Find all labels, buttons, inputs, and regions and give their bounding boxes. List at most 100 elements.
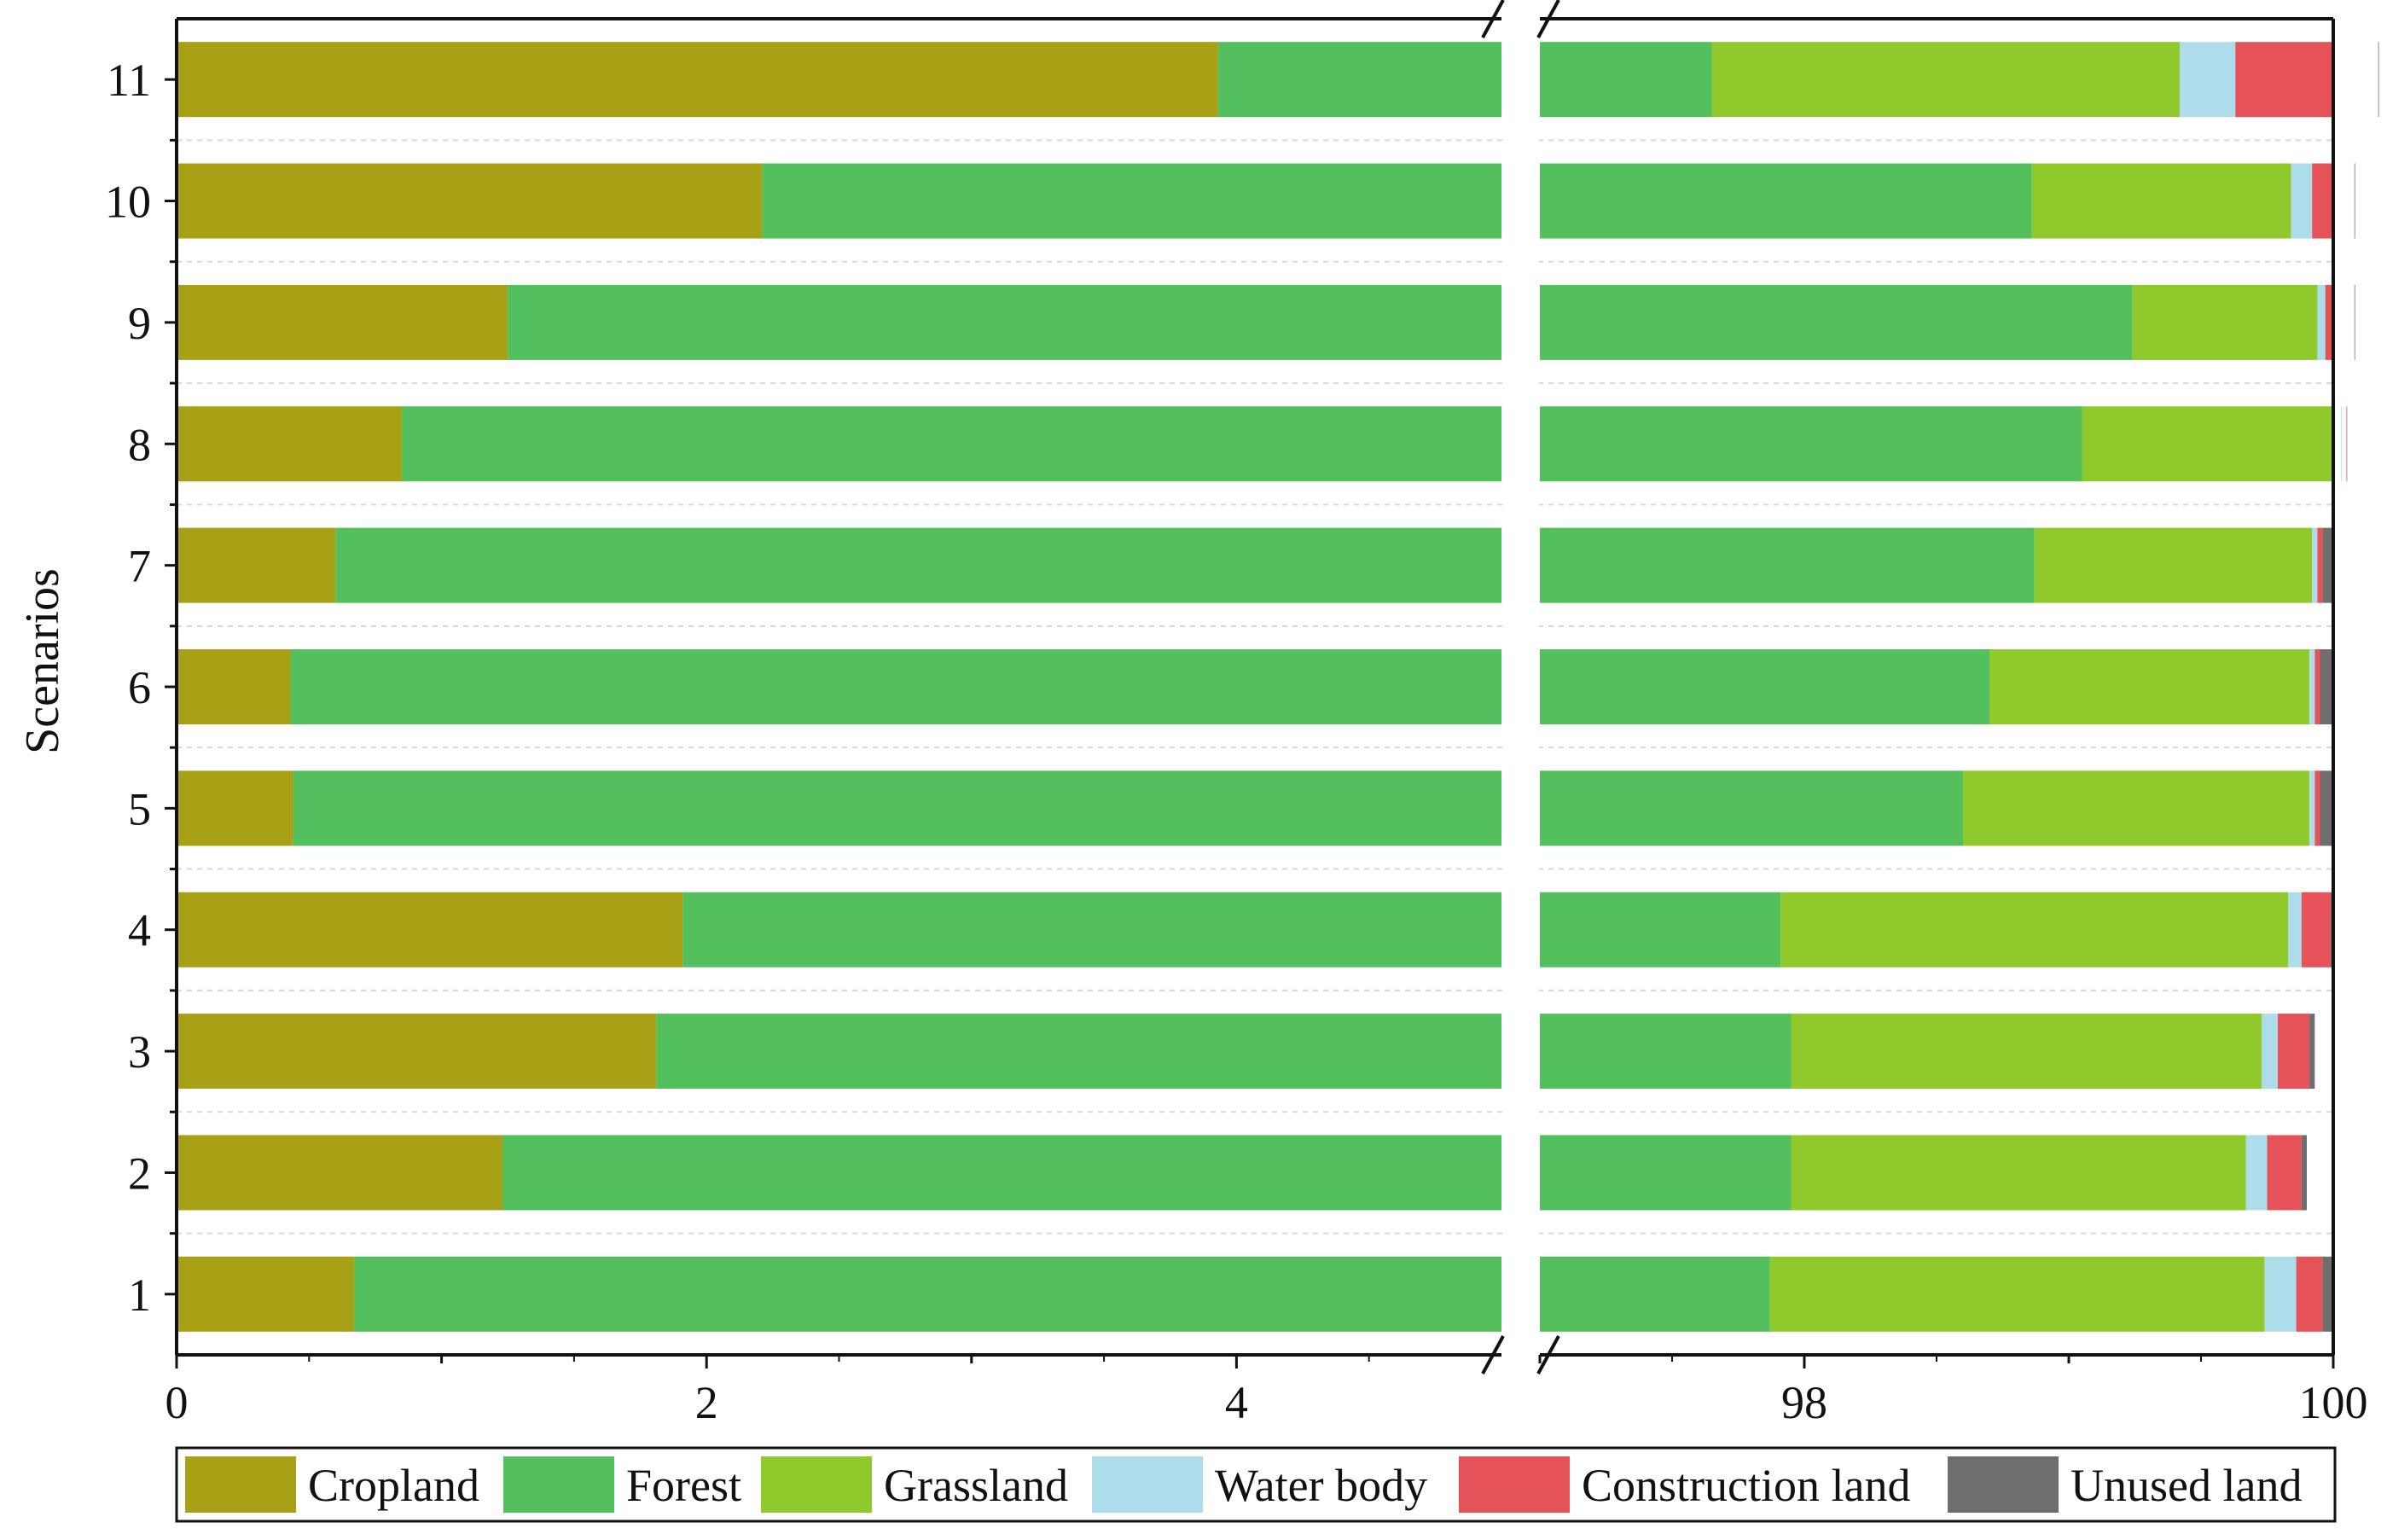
legend: Cropland Forest Grassland Water body Constru…: [175, 1446, 2337, 1523]
y-tick-label: 4: [128, 905, 151, 956]
bar-forest-scenario-2: [502, 1135, 1501, 1211]
bar-construction-land-scenario-5: [2314, 770, 2320, 846]
bar-construction-land-scenario-11: [2235, 42, 2333, 118]
bar-cropland-scenario-7: [177, 527, 336, 603]
legend-swatch-water-body: [1092, 1456, 1203, 1513]
bar-construction-land-scenario-6: [2314, 649, 2320, 724]
bar-grassland-scenario-6: [1989, 649, 2310, 724]
bar-construction-land-scenario-2: [2267, 1135, 2302, 1211]
bar-forest-scenario-9: [508, 284, 1501, 360]
y-tick-label: 10: [105, 177, 151, 228]
bar-grassland-scenario-5: [1963, 770, 2310, 846]
bar-grassland-scenario-4: [1780, 892, 2289, 968]
bar-forest-scenario-7: [335, 527, 1501, 603]
axis-break-gap: [1502, 12, 1539, 1362]
ticks: 1 2 3 4 5 6 7 8 9 10 11 0 2 4 98 100: [105, 55, 2368, 1428]
bar-forest-scenario-3: [1540, 1014, 1792, 1090]
bar-forest-scenario-6: [290, 649, 1502, 724]
bar-water-body-scenario-6: [2309, 649, 2315, 724]
bar-forest-scenario-8: [1540, 406, 2082, 482]
bar-water-body-scenario-11: [2180, 42, 2236, 118]
x-tick-label: 98: [1781, 1377, 1827, 1428]
bar-grassland-scenario-10: [2031, 163, 2291, 239]
bar-forest-scenario-9: [1540, 284, 2133, 360]
bars: [177, 42, 2379, 1332]
x-tick-label: 2: [695, 1377, 718, 1428]
bar-grassland-scenario-11: [1711, 42, 2181, 118]
bar-cropland-scenario-8: [177, 406, 403, 482]
y-tick-label: 3: [128, 1026, 151, 1078]
bar-water-body-scenario-5: [2309, 770, 2315, 846]
bar-cropland-scenario-3: [177, 1014, 657, 1090]
bar-forest-scenario-11: [1540, 42, 1712, 118]
legend-label-grassland: Grassland: [884, 1460, 1068, 1511]
axis-break-mark-top-1: [1481, 0, 1505, 38]
bar-cropland-scenario-10: [177, 163, 763, 239]
bar-construction-land-scenario-7: [2317, 527, 2323, 603]
bar-construction-land-scenario-4: [2301, 892, 2331, 968]
y-tick-label: 7: [128, 541, 151, 592]
x-tick-label: 100: [2299, 1377, 2368, 1428]
axis-break-mark-bottom-1: [1481, 1335, 1505, 1374]
x-tick-label: 0: [166, 1377, 189, 1428]
bar-forest-scenario-7: [1540, 527, 2035, 603]
y-tick-label: 2: [128, 1148, 151, 1199]
bar-water-body-scenario-4: [2288, 892, 2302, 968]
bar-forest-scenario-4: [682, 892, 1501, 968]
bar-cropland-scenario-2: [177, 1135, 503, 1211]
bar-cropland-scenario-4: [177, 892, 683, 968]
bar-unused-land-scenario-6: [2320, 649, 2333, 724]
bar-grassland-scenario-9: [2132, 284, 2318, 360]
bar-forest-scenario-1: [1540, 1256, 1770, 1332]
bar-construction-land-scenario-1: [2296, 1256, 2323, 1332]
bar-cropland-scenario-6: [177, 649, 291, 724]
axis-break-mark-top-2: [1536, 0, 1560, 38]
y-tick-label: 5: [128, 783, 151, 834]
bar-grassland-scenario-2: [1791, 1135, 2246, 1211]
bar-cropland-scenario-11: [177, 42, 1218, 118]
bar-water-body-scenario-3: [2262, 1014, 2278, 1090]
bar-unused-land-scenario-1: [2322, 1256, 2333, 1332]
bar-water-body-scenario-8: [2341, 406, 2343, 482]
bar-water-body-scenario-9: [2317, 284, 2326, 360]
bar-water-body-scenario-2: [2245, 1135, 2268, 1211]
bar-cropland-scenario-9: [177, 284, 508, 360]
legend-label-forest: Forest: [626, 1460, 741, 1511]
legend-label-unused-land: Unused land: [2070, 1460, 2302, 1511]
bar-forest-scenario-5: [1540, 770, 1963, 846]
bar-construction-land-scenario-3: [2277, 1014, 2310, 1090]
bar-forest-scenario-3: [656, 1014, 1501, 1090]
legend-swatch-cropland: [185, 1456, 296, 1513]
legend-swatch-grassland: [761, 1456, 872, 1513]
bar-water-body-scenario-1: [2264, 1256, 2297, 1332]
legend-label-construction-land: Construction land: [1582, 1460, 1910, 1511]
bar-grassland-scenario-7: [2034, 527, 2313, 603]
bar-water-body-scenario-10: [2291, 163, 2313, 239]
legend-label-cropland: Cropland: [308, 1460, 479, 1511]
bar-unused-land-scenario-7: [2322, 527, 2333, 603]
bar-forest-scenario-6: [1540, 649, 1989, 724]
x-tick-label: 4: [1225, 1377, 1248, 1428]
bar-unused-land-scenario-2: [2301, 1135, 2307, 1211]
y-tick-label: 11: [107, 55, 151, 106]
y-tick-label: 8: [128, 419, 151, 470]
bar-forest-scenario-5: [293, 770, 1501, 846]
bar-unused-land-scenario-3: [2309, 1014, 2315, 1090]
axis-break-mark-bottom-2: [1536, 1335, 1560, 1374]
row-separators: [177, 139, 2333, 1235]
bar-construction-land-scenario-10: [2312, 163, 2333, 239]
bar-cropland-scenario-5: [177, 770, 293, 846]
bar-forest-scenario-10: [1540, 163, 2032, 239]
bar-forest-scenario-8: [402, 406, 1501, 482]
bar-forest-scenario-2: [1540, 1135, 1792, 1211]
legend-swatch-unused-land: [1948, 1456, 2059, 1513]
bar-unused-land-scenario-5: [2320, 770, 2333, 846]
bar-grassland-scenario-1: [1769, 1256, 2265, 1332]
bar-grassland-scenario-3: [1791, 1014, 2262, 1090]
bar-forest-scenario-4: [1540, 892, 1781, 968]
bar-unused-land-scenario-11: [2378, 42, 2379, 118]
legend-swatch-forest: [503, 1456, 614, 1513]
y-tick-label: 6: [128, 662, 151, 713]
bar-forest-scenario-1: [354, 1256, 1501, 1332]
